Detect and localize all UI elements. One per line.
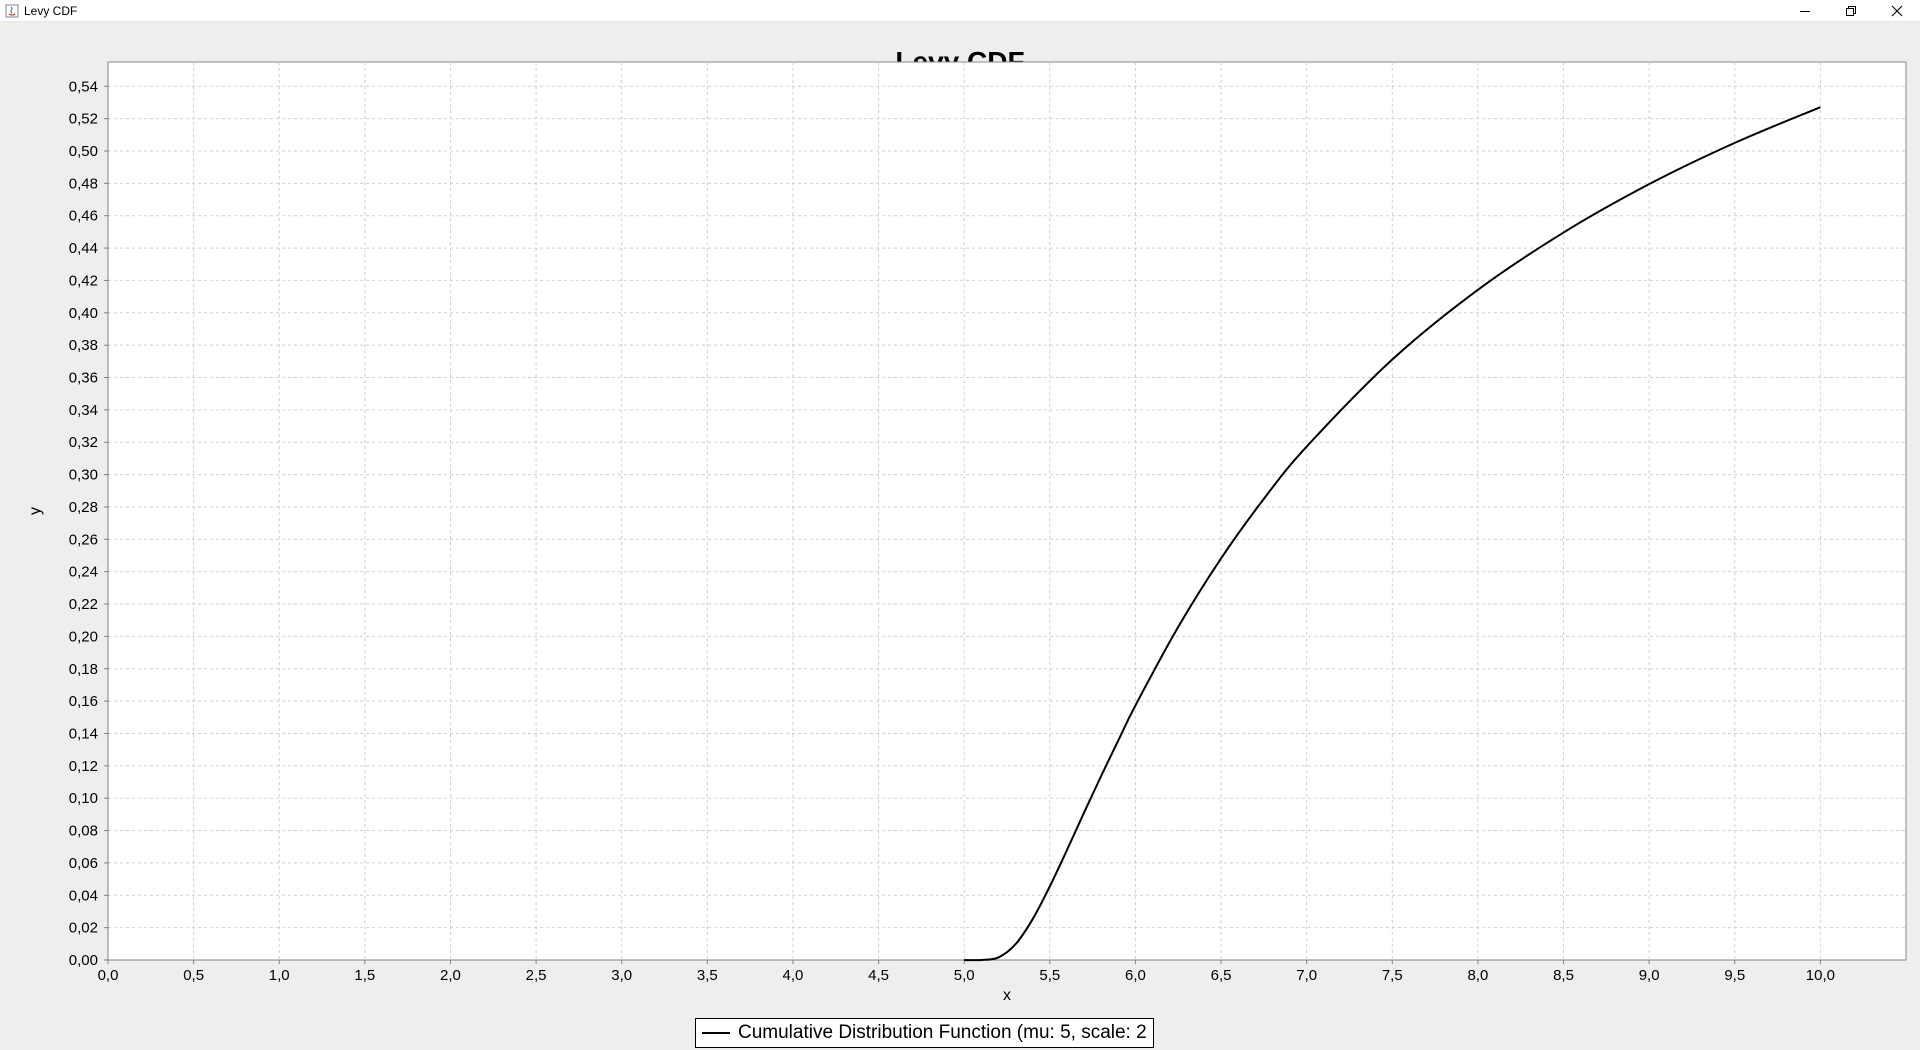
- y-tick-label: 0,04: [69, 887, 98, 904]
- x-tick-label: 1,5: [354, 967, 375, 984]
- x-tick-label: 8,0: [1467, 967, 1488, 984]
- y-tick-label: 0,50: [69, 143, 98, 160]
- x-tick-label: 10,0: [1806, 967, 1835, 984]
- y-tick-label: 0,00: [69, 952, 98, 969]
- y-tick-label: 0,52: [69, 111, 98, 128]
- series-line-0: [964, 106, 1821, 962]
- series-layer: [964, 106, 1821, 962]
- y-tick-label: 0,48: [69, 175, 98, 192]
- x-tick-label: 0,5: [183, 967, 204, 984]
- plot-area: [107, 61, 1907, 961]
- x-tick-label: 5,0: [954, 967, 975, 984]
- y-tick-label: 0,30: [69, 467, 98, 484]
- y-tick-label: 0,36: [69, 370, 98, 387]
- y-tick-label: 0,10: [69, 790, 98, 807]
- y-tick-label: 0,02: [69, 920, 98, 937]
- x-tick-label: 3,0: [611, 967, 632, 984]
- y-tick-label: 0,40: [69, 305, 98, 322]
- x-tick-label: 4,0: [783, 967, 804, 984]
- y-tick-label: 0,12: [69, 758, 98, 775]
- chart-panel: Levy CDF 0,00,51,01,52,02,53,03,54,04,55…: [0, 22, 1920, 1050]
- y-tick-label: 0,38: [69, 337, 98, 354]
- restore-icon: [1846, 6, 1856, 16]
- x-tick-label: 1,0: [269, 967, 290, 984]
- y-tick-label: 0,18: [69, 661, 98, 678]
- legend-label: Cumulative Distribution Function (mu: 5,…: [738, 1022, 1147, 1043]
- x-tick-label: 4,5: [868, 967, 889, 984]
- y-tick-label: 0,28: [69, 499, 98, 516]
- y-tick-label: 0,26: [69, 531, 98, 548]
- window-controls: [1782, 0, 1920, 22]
- minimize-icon: [1800, 11, 1810, 12]
- x-axis-label: x: [1003, 987, 1011, 1004]
- levy-cdf-chart: Levy CDF 0,00,51,01,52,02,53,03,54,04,55…: [27, 46, 1907, 1004]
- x-tick-label: 9,0: [1639, 967, 1660, 984]
- y-tick-label: 0,34: [69, 402, 98, 419]
- y-tick-label: 0,22: [69, 596, 98, 613]
- x-tick-label: 8,5: [1553, 967, 1574, 984]
- x-tick-label: 3,5: [697, 967, 718, 984]
- y-tick-label: 0,54: [69, 78, 98, 95]
- x-tick-label: 9,5: [1724, 967, 1745, 984]
- x-tick-label: 5,5: [1039, 967, 1060, 984]
- window-title: Levy CDF: [24, 3, 78, 18]
- x-tick-label: 6,5: [1211, 967, 1232, 984]
- y-tick-label: 0,46: [69, 208, 98, 225]
- minimize-button[interactable]: [1782, 0, 1828, 22]
- java-app-icon: [5, 4, 19, 18]
- x-tick-label: 6,0: [1125, 967, 1146, 984]
- legend-line-swatch: [702, 1032, 730, 1034]
- y-tick-label: 0,16: [69, 693, 98, 710]
- legend: Cumulative Distribution Function (mu: 5,…: [695, 1018, 1154, 1048]
- y-tick-label: 0,14: [69, 725, 98, 742]
- restore-button[interactable]: [1828, 0, 1874, 22]
- y-tick-label: 0,44: [69, 240, 98, 257]
- y-tick-label: 0,42: [69, 272, 98, 289]
- x-tick-label: 2,0: [440, 967, 461, 984]
- y-tick-label: 0,24: [69, 564, 98, 581]
- y-tick-label: 0,32: [69, 434, 98, 451]
- x-tick-label: 0,0: [98, 967, 119, 984]
- y-tick-label: 0,20: [69, 628, 98, 645]
- x-tick-label: 2,5: [526, 967, 547, 984]
- tick-labels: 0,0 0,5 1,0 1,5 2,0 2,5 3,0 3,5 4,0 4,5 5,0 5,5 6,0 6…: [69, 78, 1835, 984]
- x-tick-label: 7,5: [1382, 967, 1403, 984]
- x-tick-label: 7,0: [1296, 967, 1317, 984]
- axes: [104, 62, 1906, 964]
- close-button[interactable]: [1874, 0, 1920, 22]
- y-tick-label: 0,06: [69, 855, 98, 872]
- y-axis-label: y: [27, 507, 44, 515]
- close-icon: [1891, 5, 1903, 17]
- window-titlebar: Levy CDF: [0, 0, 1920, 22]
- y-tick-label: 0,08: [69, 823, 98, 840]
